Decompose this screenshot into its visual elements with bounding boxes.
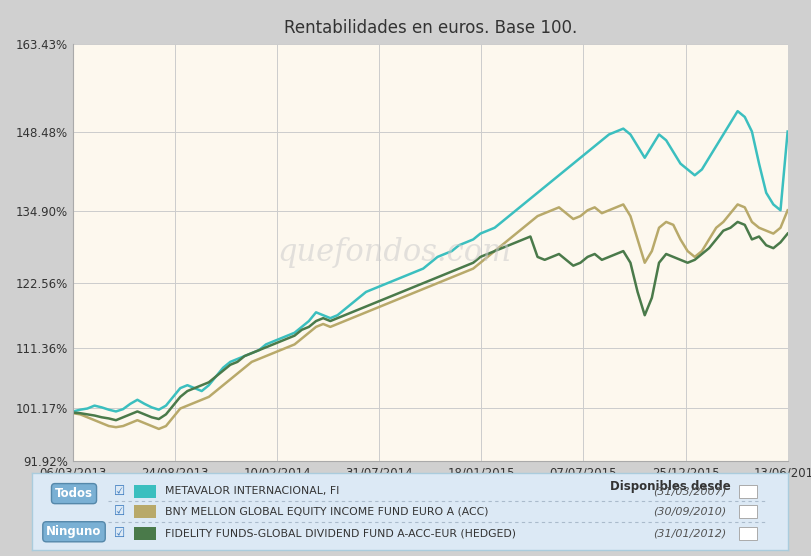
Text: Todos: Todos [55,487,93,500]
FancyBboxPatch shape [738,527,757,539]
Text: ☑: ☑ [114,527,125,540]
Text: Disponibles desde: Disponibles desde [609,480,730,493]
Text: (31/03/2007): (31/03/2007) [652,486,725,497]
Text: Ninguno: Ninguno [46,525,101,538]
Text: (31/01/2012): (31/01/2012) [652,528,725,538]
Text: METAVALOR INTERNACIONAL, FI: METAVALOR INTERNACIONAL, FI [165,486,338,497]
FancyBboxPatch shape [738,505,757,518]
Text: (30/09/2010): (30/09/2010) [652,507,725,517]
FancyBboxPatch shape [135,485,156,498]
Text: BNY MELLON GLOBAL EQUITY INCOME FUND EURO A (ACC): BNY MELLON GLOBAL EQUITY INCOME FUND EUR… [165,507,487,517]
Text: quefondos.com: quefondos.com [277,237,511,269]
Text: FIDELITY FUNDS-GLOBAL DIVIDEND FUND A-ACC-EUR (HEDGED): FIDELITY FUNDS-GLOBAL DIVIDEND FUND A-AC… [165,528,515,538]
Text: ☑: ☑ [114,505,125,518]
FancyBboxPatch shape [135,527,156,539]
FancyBboxPatch shape [738,485,757,498]
Text: ☑: ☑ [114,485,125,498]
Title: Rentabilidades en euros. Base 100.: Rentabilidades en euros. Base 100. [283,19,577,37]
FancyBboxPatch shape [135,505,156,518]
